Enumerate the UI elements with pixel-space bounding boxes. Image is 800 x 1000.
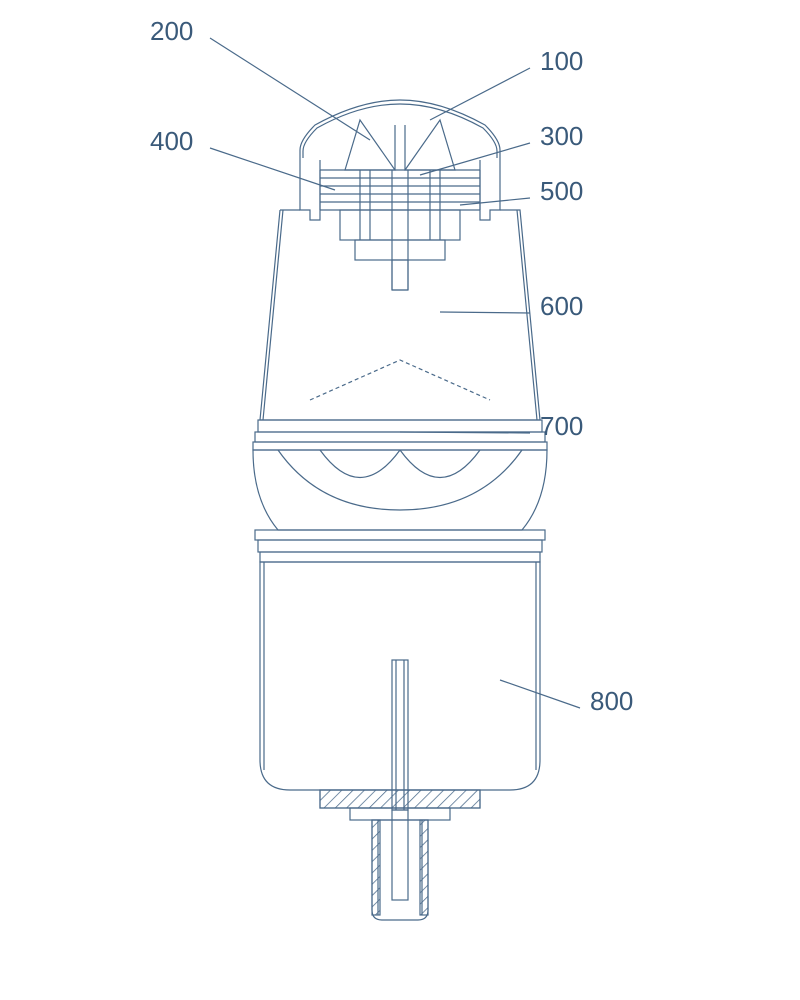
part-800-lower-body: [260, 562, 540, 810]
leader-line-400: [210, 148, 335, 190]
label-700: 700: [540, 411, 583, 441]
part-400-rings: [320, 170, 480, 290]
bottom-flange: [320, 790, 480, 920]
label-100: 100: [540, 46, 583, 76]
label-300: 300: [540, 121, 583, 151]
leader-line-200: [210, 38, 370, 140]
label-800: 800: [590, 686, 633, 716]
label-500: 500: [540, 176, 583, 206]
leader-line-600: [440, 312, 530, 313]
label-400: 400: [150, 126, 193, 156]
label-200: 200: [150, 16, 193, 46]
callout-labels: 100 200 300 400 500 600 700 800: [150, 16, 633, 716]
part-200-lens: [345, 120, 455, 170]
part-500-shoulder: [300, 160, 500, 290]
leader-line-100: [430, 68, 530, 120]
part-100-cap: [300, 100, 500, 160]
label-600: 600: [540, 291, 583, 321]
part-700-collar: [253, 420, 547, 562]
technical-diagram: 100 200 300 400 500 600 700 800: [0, 0, 800, 1000]
part-600-upper-body: [260, 210, 540, 420]
device-outline: [253, 100, 547, 920]
